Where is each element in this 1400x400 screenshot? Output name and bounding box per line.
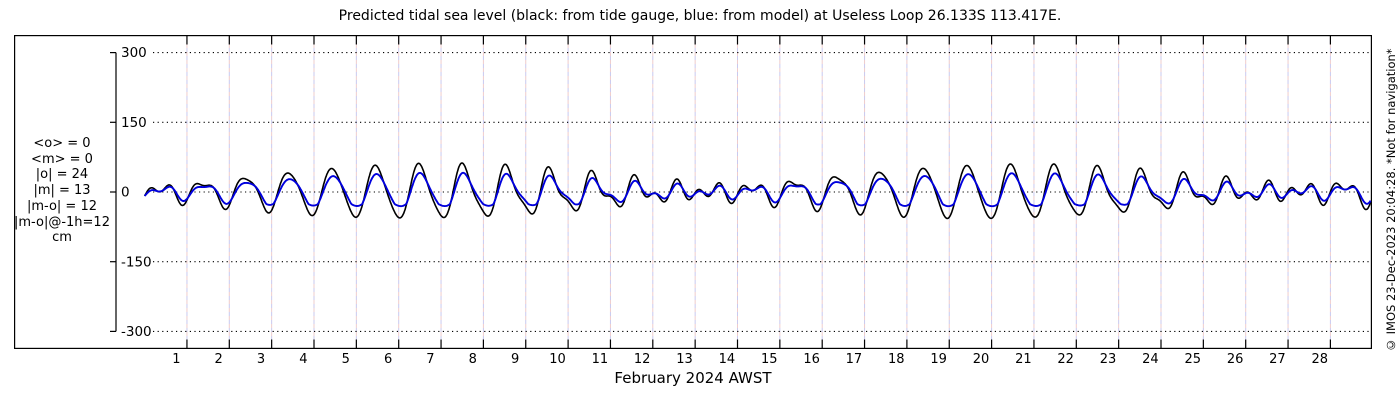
watermark: © IMOS 23-Dec-2023 20:04:28. *Not for na…	[1384, 48, 1398, 352]
x-tick-label: 21	[1015, 352, 1032, 367]
x-tick-label: 22	[1057, 352, 1074, 367]
tide-gauge-series	[143, 162, 1372, 220]
stats-line: <m> = 0	[31, 151, 93, 167]
x-tick-label: 1	[172, 352, 181, 367]
x-tick-label: 12	[633, 352, 651, 367]
stats-line: |m-o|@-1h=12	[14, 214, 110, 230]
y-tick-label: 150	[121, 115, 147, 131]
y-tick-label: -300	[121, 324, 152, 340]
x-tick-label: 14	[718, 352, 736, 367]
x-tick-label: 5	[341, 352, 350, 367]
x-tick-label: 8	[468, 352, 477, 367]
x-tick-label: 28	[1311, 352, 1329, 367]
x-tick-label: 20	[972, 352, 990, 367]
model-series	[143, 171, 1372, 208]
stats-line: |m-o| = 12	[26, 198, 97, 214]
tide-chart-svg: 300 150 0 -150 -300	[14, 35, 1373, 349]
plot-border	[14, 35, 1373, 349]
x-tick-label: 2	[214, 352, 223, 367]
x-tick-label: 13	[676, 352, 693, 367]
x-tick-label: 7	[426, 352, 435, 367]
stats-line: |o| = 24	[35, 167, 89, 183]
x-tick-label: 10	[549, 352, 566, 367]
x-tick-label: 6	[383, 352, 393, 367]
x-tick-label: 23	[1099, 352, 1117, 367]
x-tick-label: 3	[256, 352, 266, 367]
x-tick-label: 19	[930, 352, 947, 367]
y-tick-label: 300	[121, 45, 147, 61]
stats-line: |m| = 13	[33, 183, 91, 199]
x-tick-label: 25	[1184, 352, 1202, 367]
x-tick-label: 9	[511, 352, 520, 367]
x-tick-label: 17	[845, 352, 863, 367]
x-tick-label: 11	[591, 352, 609, 367]
x-tick-label: 16	[803, 352, 820, 367]
stats-line: cm	[52, 230, 72, 246]
x-tick-label: 18	[888, 352, 905, 367]
x-tick-label: 26	[1226, 352, 1244, 367]
y-tick-label: 0	[121, 185, 130, 201]
x-tick-label: 24	[1142, 352, 1159, 367]
x-tick-label: 15	[760, 352, 778, 367]
plot-area: 300 150 0 -150 -300	[14, 35, 1373, 349]
page-title: Predicted tidal sea level (black: from t…	[338, 8, 1062, 24]
x-tick-label: 4	[299, 352, 308, 367]
stats-panel: <o> = 0 <m> = 0 |o| = 24 |m| = 13 |m-o| = 12…	[8, 136, 116, 246]
y-tick-label: -150	[121, 254, 152, 270]
x-tick-label: 27	[1269, 352, 1286, 367]
x-axis-title: February 2024 AWST	[614, 369, 772, 387]
stats-line: <o> = 0	[33, 136, 91, 151]
